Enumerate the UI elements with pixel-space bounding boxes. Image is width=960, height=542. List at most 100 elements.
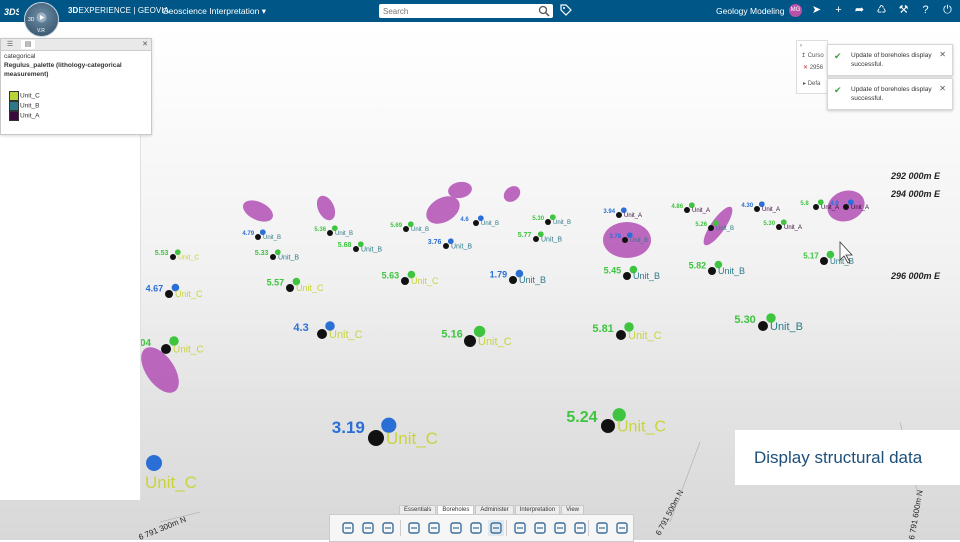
legend-view-icon[interactable]: ▤	[21, 40, 35, 49]
search-box[interactable]	[379, 4, 553, 18]
plus-icon[interactable]: +	[835, 4, 842, 16]
borehole-unit-label: Unit_B	[481, 221, 499, 227]
borehole-marker	[170, 254, 176, 260]
tools-icon[interactable]: ⚒	[898, 4, 909, 16]
play-icon[interactable]	[36, 12, 47, 23]
borehole-icon[interactable]	[406, 520, 422, 536]
value-sphere	[826, 250, 835, 259]
value-sphere	[515, 269, 524, 278]
help-icon[interactable]: ?	[922, 4, 929, 16]
value-sphere	[171, 283, 180, 292]
notif-panel-row-label: Curso	[807, 53, 824, 59]
borehole-edit-icon[interactable]	[426, 520, 442, 536]
borehole-marker	[473, 220, 479, 226]
value-sphere	[407, 270, 416, 279]
borehole-marker	[601, 419, 615, 433]
network-icon[interactable]: ♺	[876, 4, 887, 16]
borehole-unit-label: Unit_C	[178, 254, 199, 261]
chevron-right-icon[interactable]: ›	[800, 43, 802, 49]
borehole-value-label: 3.19	[332, 418, 365, 437]
legend-icon[interactable]	[488, 520, 504, 536]
borehole-value-label: 5.81	[592, 323, 613, 335]
home-icon[interactable]	[340, 520, 356, 536]
notification-text: Update of boreholes display successful.	[851, 52, 932, 68]
search-icon[interactable]	[538, 5, 550, 17]
value-sphere	[758, 201, 765, 208]
notif-panel-row: ✕ 2956	[803, 64, 823, 71]
legend-item-label: Unit_B	[20, 102, 40, 110]
close-icon[interactable]: ✕	[803, 65, 809, 71]
borehole-value-label: 5.33	[255, 250, 269, 257]
legend-item: Unit_B	[9, 101, 40, 111]
list-view-icon[interactable]: ☰	[6, 41, 14, 48]
compass-3d-label: 3D	[28, 17, 35, 23]
search-input[interactable]	[383, 5, 533, 17]
borehole-unit-label: Unit_B	[451, 243, 472, 250]
bookmark-icon[interactable]: ➤	[811, 4, 822, 16]
value-sphere	[537, 231, 544, 238]
borehole-value-label: 5.57	[267, 278, 285, 288]
close-icon[interactable]: ✕	[142, 41, 148, 48]
borehole-filter-icon[interactable]	[512, 520, 528, 536]
value-sphere	[624, 322, 634, 332]
close-icon[interactable]: ✕	[939, 50, 946, 59]
borehole-value-label: 5.45	[604, 266, 622, 276]
zoom-icon[interactable]	[594, 520, 610, 536]
swatch-unit-b	[9, 101, 19, 111]
globe-icon[interactable]	[614, 520, 630, 536]
close-icon[interactable]: ✕	[939, 84, 946, 93]
notif-panel-row: ↥ Curso	[801, 52, 824, 59]
borehole-unit-label: Unit_B	[541, 236, 562, 243]
borehole-marker	[623, 272, 631, 280]
tag-icon[interactable]	[560, 4, 572, 16]
borehole-value-label: 1.79	[490, 270, 508, 280]
compass-widget[interactable]: 3D V.R	[24, 2, 59, 37]
cursor-icon: ↥	[801, 53, 807, 59]
borehole-unit-label: Unit_B	[633, 271, 660, 281]
value-sphere	[325, 321, 335, 331]
borehole-scene[interactable]: 3.19 Unit_C 5.24 Unit_C 5.16 Unit_C 5.81 Unit_C…	[0, 22, 960, 540]
borehole-value-label: 5.8	[800, 201, 809, 207]
tree-icon[interactable]	[532, 520, 548, 536]
borehole-unit-label: Unit_B	[716, 226, 734, 232]
borehole-value-label: 5.77	[518, 232, 532, 239]
borehole-value-label: 5.68	[338, 242, 352, 249]
borehole-unit-label: Unit_A	[821, 205, 839, 211]
avatar[interactable]: MG	[789, 4, 802, 17]
grid-line	[159, 511, 201, 523]
share-icon[interactable]: ➦	[854, 4, 865, 16]
layers-icon[interactable]	[448, 520, 464, 536]
brand-title: 3DEXPERIENCE | GEOVIA	[68, 6, 169, 15]
compass-vr-label: V.R	[37, 28, 45, 34]
borehole-unit-label: Unit_B	[770, 321, 803, 333]
borehole-marker	[317, 329, 327, 339]
gear-table-icon[interactable]	[468, 520, 484, 536]
brand-bold: 3D	[68, 6, 79, 15]
borehole-value-label: 3.94	[603, 209, 615, 215]
formation-disc	[316, 195, 336, 221]
borehole-unit-label: Unit_C	[478, 336, 512, 348]
left-panel	[0, 133, 141, 500]
notif-panel-row: ▸ Defa	[803, 80, 820, 87]
formation-disc	[503, 186, 521, 202]
power-icon[interactable]: ⏻	[943, 4, 952, 16]
borehole-unit-label: Unit_B	[830, 257, 854, 266]
borehole-unit-label: Unit_B	[263, 235, 281, 241]
legend-item-label: Unit_A	[20, 112, 40, 120]
help-icon[interactable]	[360, 520, 376, 536]
swatch-unit-c	[9, 91, 19, 101]
toolbar-separator	[506, 520, 507, 536]
legend-item: Unit_C	[9, 91, 40, 101]
car-icon[interactable]	[380, 520, 396, 536]
grid-icon[interactable]	[552, 520, 568, 536]
app-title[interactable]: Geoscience Interpretation ▾	[162, 6, 266, 17]
borehole-value-label: 5.63	[382, 271, 400, 281]
borehole-marker	[327, 230, 333, 236]
borehole-value-label: 5.53	[155, 250, 169, 257]
borehole-marker	[684, 207, 690, 213]
notification-text: Update of boreholes display successful.	[851, 86, 932, 102]
dassault-logo-icon[interactable]: 3DS	[3, 3, 19, 19]
export-icon[interactable]	[572, 520, 588, 536]
borehole-marker	[708, 225, 714, 231]
check-icon: ✔	[834, 51, 842, 61]
